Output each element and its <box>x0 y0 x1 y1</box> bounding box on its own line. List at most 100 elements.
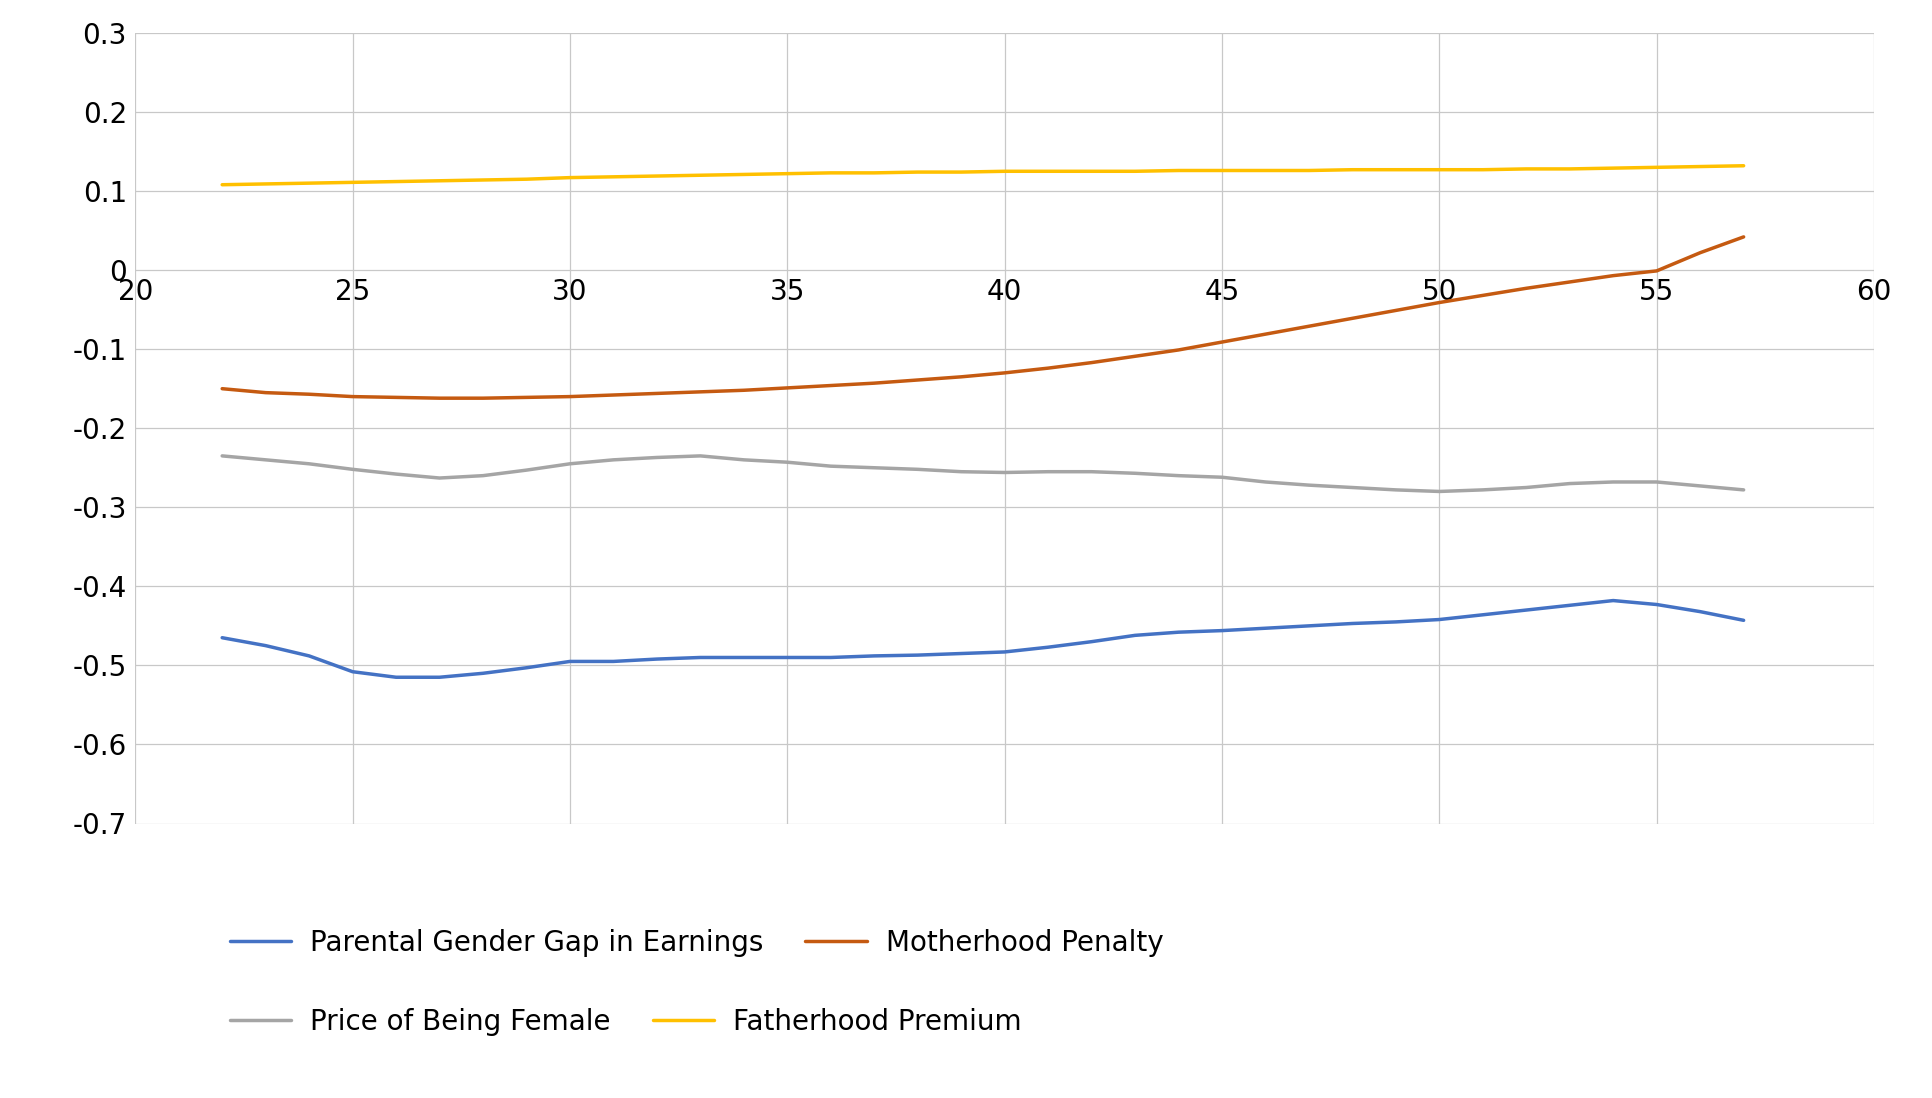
Motherhood Penalty <box>558 390 582 403</box>
Motherhood Penalty <box>514 391 537 404</box>
Parental Gender Gap in Earnings <box>342 665 365 679</box>
Parental Gender Gap in Earnings <box>1689 605 1712 618</box>
Motherhood Penalty <box>255 386 278 400</box>
Fatherhood Premium <box>514 172 537 186</box>
Price of Being Female <box>1559 477 1582 490</box>
Motherhood Penalty <box>1383 304 1406 317</box>
Price of Being Female <box>1080 466 1103 479</box>
Parental Gender Gap in Earnings <box>558 654 582 668</box>
Fatherhood Premium <box>645 169 668 182</box>
Parental Gender Gap in Earnings <box>1167 626 1190 639</box>
Motherhood Penalty <box>645 386 668 400</box>
Parental Gender Gap in Earnings <box>384 671 408 684</box>
Line: Fatherhood Premium: Fatherhood Premium <box>222 166 1745 184</box>
Parental Gender Gap in Earnings <box>1209 624 1233 637</box>
Parental Gender Gap in Earnings <box>819 651 842 664</box>
Price of Being Female <box>777 456 800 469</box>
Price of Being Female <box>1515 481 1538 494</box>
Fatherhood Premium <box>255 178 278 191</box>
Price of Being Female <box>342 462 365 475</box>
Motherhood Penalty <box>1646 265 1669 278</box>
Motherhood Penalty <box>690 385 713 399</box>
Fatherhood Premium <box>211 178 234 191</box>
Fatherhood Premium <box>1689 160 1712 173</box>
Fatherhood Premium <box>471 173 495 187</box>
Parental Gender Gap in Earnings <box>1254 621 1277 635</box>
Motherhood Penalty <box>732 383 755 396</box>
Price of Being Female <box>1646 475 1669 489</box>
Motherhood Penalty <box>211 382 234 395</box>
Fatherhood Premium <box>1124 165 1148 178</box>
Price of Being Female <box>1383 483 1406 496</box>
Parental Gender Gap in Earnings <box>690 651 713 664</box>
Parental Gender Gap in Earnings <box>1383 615 1406 628</box>
Fatherhood Premium <box>819 166 842 179</box>
Parental Gender Gap in Earnings <box>298 649 321 662</box>
Price of Being Female <box>1209 471 1233 484</box>
Price of Being Female <box>1689 480 1712 493</box>
Motherhood Penalty <box>1515 282 1538 295</box>
Price of Being Female <box>951 466 972 479</box>
Price of Being Female <box>862 461 885 474</box>
Parental Gender Gap in Earnings <box>951 647 972 660</box>
Fatherhood Premium <box>1167 164 1190 177</box>
Price of Being Female <box>732 453 755 467</box>
Fatherhood Premium <box>1472 164 1495 177</box>
Motherhood Penalty <box>298 388 321 401</box>
Fatherhood Premium <box>951 166 972 179</box>
Motherhood Penalty <box>1559 276 1582 289</box>
Price of Being Female <box>906 462 929 475</box>
Fatherhood Premium <box>862 166 885 179</box>
Price of Being Female <box>819 460 842 473</box>
Motherhood Penalty <box>1124 349 1148 362</box>
Parental Gender Gap in Earnings <box>1472 608 1495 621</box>
Parental Gender Gap in Earnings <box>471 666 495 680</box>
Fatherhood Premium <box>1080 165 1103 178</box>
Price of Being Female <box>1733 483 1756 496</box>
Fatherhood Premium <box>1602 161 1625 175</box>
Motherhood Penalty <box>1298 320 1321 333</box>
Parental Gender Gap in Earnings <box>1124 629 1148 642</box>
Price of Being Female <box>514 463 537 477</box>
Motherhood Penalty <box>906 373 929 386</box>
Price of Being Female <box>645 451 668 464</box>
Price of Being Female <box>1472 483 1495 496</box>
Motherhood Penalty <box>429 392 452 405</box>
Fatherhood Premium <box>906 166 929 179</box>
Parental Gender Gap in Earnings <box>777 651 800 664</box>
Fatherhood Premium <box>1037 165 1061 178</box>
Motherhood Penalty <box>1209 336 1233 349</box>
Parental Gender Gap in Earnings <box>429 671 452 684</box>
Motherhood Penalty <box>1167 344 1190 357</box>
Fatherhood Premium <box>1209 164 1233 177</box>
Price of Being Female <box>558 457 582 470</box>
Motherhood Penalty <box>951 370 972 383</box>
Motherhood Penalty <box>384 391 408 404</box>
Price of Being Female <box>1037 466 1061 479</box>
Parental Gender Gap in Earnings <box>1080 635 1103 648</box>
Fatherhood Premium <box>1515 163 1538 176</box>
Parental Gender Gap in Earnings <box>1733 614 1756 627</box>
Parental Gender Gap in Earnings <box>1341 617 1364 630</box>
Parental Gender Gap in Earnings <box>1515 604 1538 617</box>
Motherhood Penalty <box>1733 231 1756 244</box>
Motherhood Penalty <box>1341 312 1364 325</box>
Motherhood Penalty <box>993 367 1016 380</box>
Fatherhood Premium <box>993 165 1016 178</box>
Fatherhood Premium <box>429 175 452 188</box>
Fatherhood Premium <box>1298 164 1321 177</box>
Parental Gender Gap in Earnings <box>1037 640 1061 653</box>
Fatherhood Premium <box>558 171 582 184</box>
Price of Being Female <box>384 468 408 481</box>
Motherhood Penalty <box>1689 246 1712 259</box>
Parental Gender Gap in Earnings <box>906 649 929 662</box>
Motherhood Penalty <box>471 392 495 405</box>
Motherhood Penalty <box>777 381 800 394</box>
Parental Gender Gap in Earnings <box>1646 598 1669 612</box>
Motherhood Penalty <box>1472 289 1495 302</box>
Line: Price of Being Female: Price of Being Female <box>222 456 1745 492</box>
Price of Being Female <box>429 471 452 484</box>
Fatherhood Premium <box>1428 164 1451 177</box>
Motherhood Penalty <box>1080 356 1103 369</box>
Price of Being Female <box>690 449 713 462</box>
